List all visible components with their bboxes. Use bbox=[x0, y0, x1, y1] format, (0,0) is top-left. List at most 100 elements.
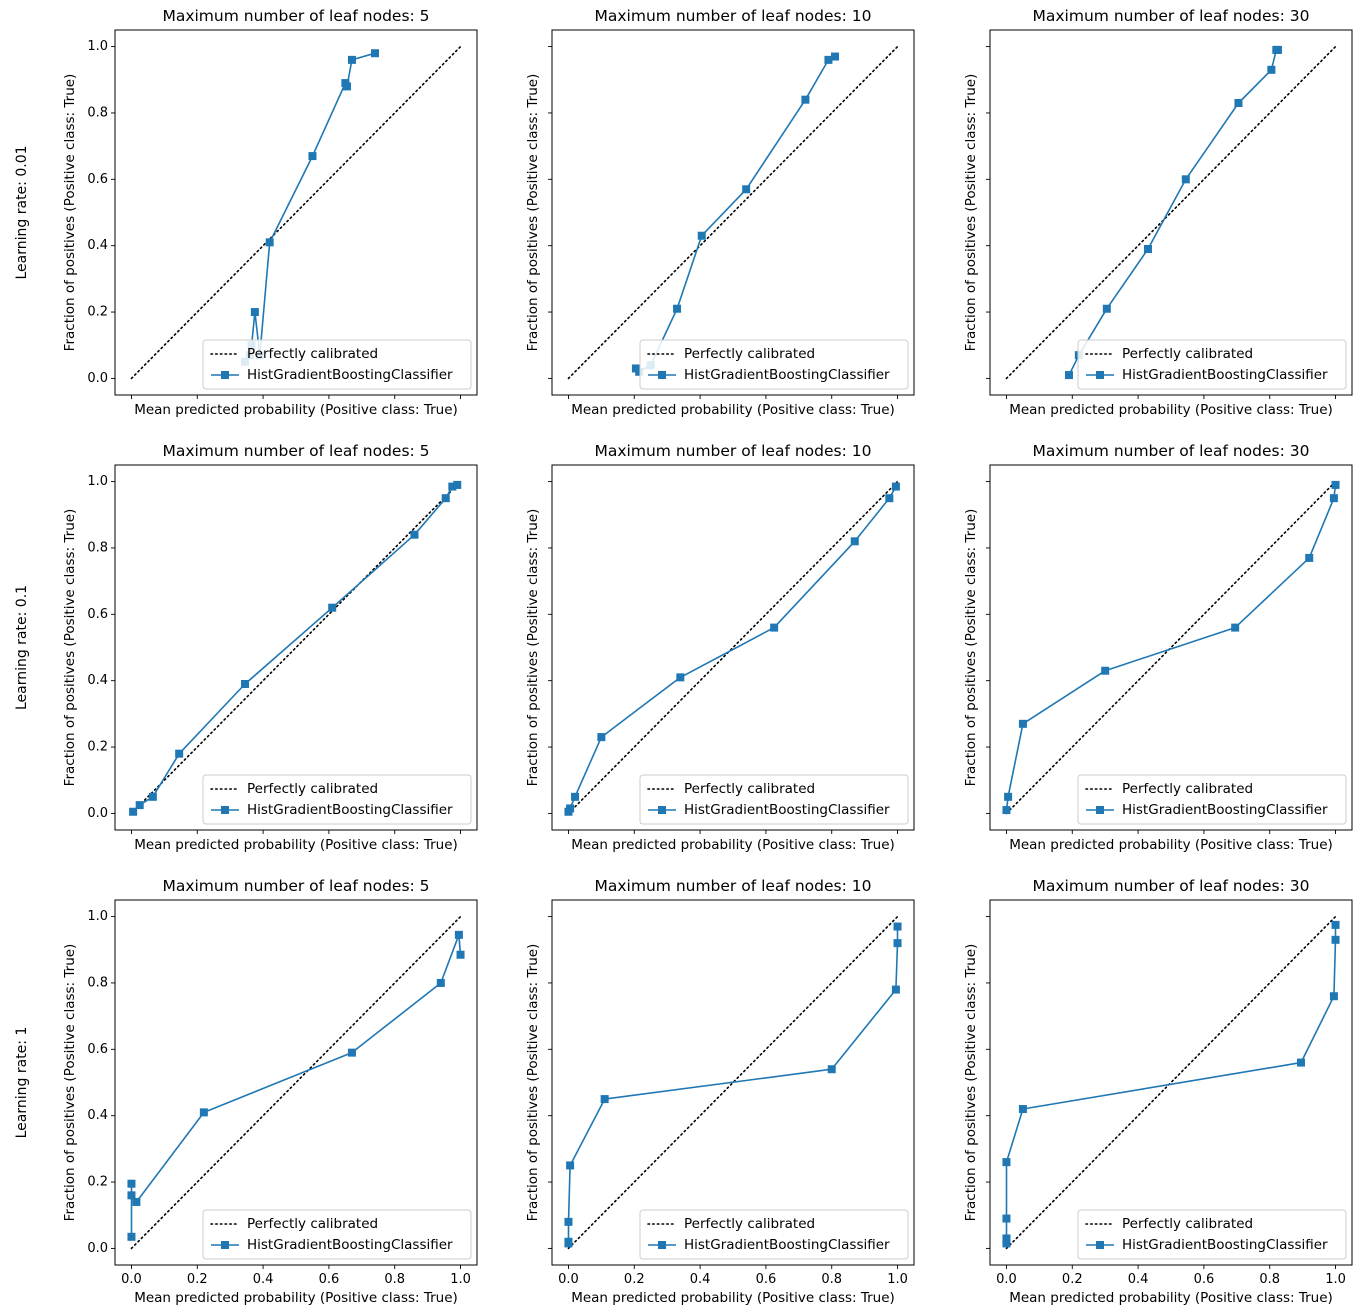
curve-marker bbox=[240, 680, 249, 688]
legend: Perfectly calibrated HistGradientBoosting… bbox=[1077, 339, 1347, 390]
curve-marker bbox=[564, 1217, 573, 1226]
curve-marker bbox=[1231, 623, 1240, 632]
curve-marker bbox=[770, 623, 779, 632]
curve-marker bbox=[891, 985, 900, 994]
legend-swatch-marker bbox=[221, 1241, 229, 1249]
x-tick-label: 0.0 bbox=[121, 1272, 142, 1287]
axes-frame bbox=[989, 899, 1353, 1266]
y-tick-label: 0.0 bbox=[87, 806, 108, 821]
legend-box bbox=[1077, 774, 1347, 825]
y-tick-label: 0.0 bbox=[87, 371, 108, 386]
y-tick-label: 0.4 bbox=[87, 673, 108, 688]
curve-marker bbox=[1329, 992, 1338, 1001]
curve-marker bbox=[127, 1191, 136, 1200]
axes-frame bbox=[114, 29, 478, 396]
perfectly-calibrated-line bbox=[567, 45, 899, 380]
curve-marker bbox=[199, 1108, 208, 1117]
curve-marker bbox=[441, 494, 450, 503]
axes-frame bbox=[114, 899, 478, 1266]
curve-marker bbox=[1267, 65, 1276, 74]
legend-swatch-marker bbox=[658, 1241, 666, 1249]
x-tick-label: 0.8 bbox=[384, 1272, 405, 1287]
y-tick-label: 0.4 bbox=[87, 238, 108, 253]
legend: Perfectly calibrated HistGradientBoosting… bbox=[1077, 1209, 1347, 1260]
legend: Perfectly calibrated HistGradientBoosting… bbox=[202, 1209, 472, 1260]
curve-marker bbox=[831, 52, 840, 61]
x-tick-label: 0.0 bbox=[996, 1272, 1017, 1287]
x-tick-label: 0.2 bbox=[624, 1272, 645, 1287]
curve-marker bbox=[250, 308, 259, 317]
legend-swatch-marker bbox=[658, 371, 666, 379]
x-tick-label: 0.4 bbox=[253, 1272, 274, 1287]
classifier-curve bbox=[1005, 924, 1337, 1244]
curve-marker bbox=[1331, 920, 1340, 929]
calibration-panel: Maximum number of leaf nodes: 5 0.0 0.0 0.2… bbox=[62, 877, 478, 1306]
x-tick-label: 0.6 bbox=[1194, 1272, 1215, 1287]
legend-swatch-marker bbox=[221, 806, 229, 814]
panel-title: Maximum number of leaf nodes: 30 bbox=[1033, 877, 1310, 895]
curve-marker bbox=[129, 807, 138, 816]
curve-marker bbox=[1305, 553, 1314, 562]
x-tick-label: 0.2 bbox=[1062, 1272, 1083, 1287]
y-tick-label: 0.2 bbox=[87, 740, 108, 755]
curve-marker bbox=[1101, 666, 1110, 675]
panel-title: Maximum number of leaf nodes: 5 bbox=[162, 7, 429, 25]
curve-marker bbox=[891, 482, 900, 491]
axes-frame bbox=[551, 899, 915, 1266]
curve-marker bbox=[436, 978, 445, 987]
y-tick-label: 0.6 bbox=[87, 1042, 108, 1057]
x-axis-label: Mean predicted probability (Positive cla… bbox=[134, 1290, 458, 1306]
legend-entry: Perfectly calibrated bbox=[684, 346, 815, 362]
legend-box bbox=[202, 774, 472, 825]
curve-marker bbox=[1064, 371, 1073, 380]
curve-marker bbox=[885, 494, 894, 503]
x-axis-label: Mean predicted probability (Positive cla… bbox=[1009, 402, 1333, 418]
curve-marker bbox=[571, 792, 580, 801]
legend-swatch-marker bbox=[1096, 806, 1104, 814]
curve-marker bbox=[893, 939, 902, 948]
legend: Perfectly calibrated HistGradientBoosting… bbox=[639, 339, 909, 390]
classifier-curve bbox=[1005, 484, 1337, 811]
curve-marker bbox=[127, 1232, 136, 1241]
x-axis-label: Mean predicted probability (Positive cla… bbox=[571, 1290, 895, 1306]
curve-marker bbox=[850, 537, 859, 546]
legend: Perfectly calibrated HistGradientBoosting… bbox=[202, 774, 472, 825]
y-axis-label: Fraction of positives (Positive class: T… bbox=[525, 509, 541, 787]
y-tick-label: 0.8 bbox=[87, 540, 108, 555]
curve-marker bbox=[801, 95, 810, 104]
curve-marker bbox=[1002, 1234, 1011, 1243]
y-axis-label: Fraction of positives (Positive class: T… bbox=[963, 74, 979, 352]
y-tick-label: 0.6 bbox=[87, 607, 108, 622]
axes-frame bbox=[989, 29, 1353, 396]
axes-frame bbox=[989, 464, 1353, 831]
curve-marker bbox=[328, 603, 337, 612]
y-tick-label: 1.0 bbox=[87, 39, 108, 54]
curve-marker bbox=[676, 673, 685, 682]
row-label: Learning rate: 1 bbox=[14, 1027, 30, 1139]
y-axis-label: Fraction of positives (Positive class: T… bbox=[62, 509, 78, 787]
curve-marker bbox=[1331, 480, 1340, 489]
legend-entry: Perfectly calibrated bbox=[247, 1216, 378, 1232]
curve-marker bbox=[453, 480, 462, 489]
legend-entry: HistGradientBoostingClassifier bbox=[1122, 1237, 1328, 1253]
legend-entry: Perfectly calibrated bbox=[684, 781, 815, 797]
y-tick-label: 1.0 bbox=[87, 474, 108, 489]
curve-marker bbox=[1296, 1058, 1305, 1067]
perfectly-calibrated-line bbox=[1005, 480, 1337, 815]
curve-marker bbox=[1018, 719, 1027, 728]
curve-marker bbox=[454, 930, 463, 939]
legend-entry: Perfectly calibrated bbox=[247, 346, 378, 362]
x-tick-label: 0.6 bbox=[756, 1272, 777, 1287]
legend-entry: Perfectly calibrated bbox=[1122, 1216, 1253, 1232]
x-tick-label: 0.8 bbox=[1259, 1272, 1280, 1287]
curve-marker bbox=[600, 1095, 609, 1104]
legend-entry: HistGradientBoostingClassifier bbox=[684, 802, 890, 818]
perfectly-calibrated-line bbox=[567, 480, 899, 815]
curve-marker bbox=[132, 1197, 141, 1206]
legend-box bbox=[1077, 339, 1347, 390]
y-tick-label: 0.2 bbox=[87, 305, 108, 320]
curve-marker bbox=[597, 733, 606, 742]
legend-entry: HistGradientBoostingClassifier bbox=[684, 1237, 890, 1253]
calibration-panels: Maximum number of leaf nodes: 5 0.0 0.2 0.4… bbox=[62, 7, 1353, 1306]
